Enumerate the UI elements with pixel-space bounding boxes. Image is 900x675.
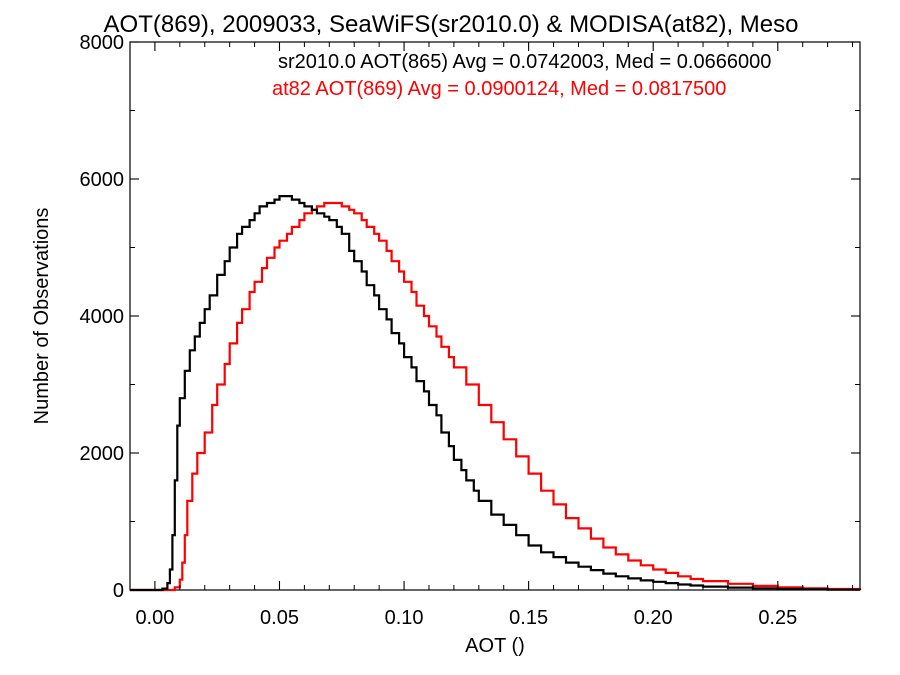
y-tick-label: 6000 <box>80 169 125 191</box>
y-tick-label: 0 <box>113 580 124 602</box>
legend-entry: at82 AOT(869) Avg = 0.0900124, Med = 0.0… <box>272 78 726 100</box>
y-axis-label: Number of Observations <box>31 208 53 425</box>
ticks-layer: 0.00 0.05 0.10 0.15 0.20 0.25 0 2000 4000 6000 800… <box>80 32 860 629</box>
y-tick-label: 8000 <box>80 32 125 54</box>
chart-title: AOT(869), 2009033, SeaWiFS(sr2010.0) & M… <box>104 11 799 38</box>
x-tick-label: 0.20 <box>634 607 673 629</box>
x-axis-label: AOT () <box>465 635 525 657</box>
y-tick-label: 4000 <box>80 306 125 328</box>
series-line-sr2010 <box>130 195 862 592</box>
y-tick-label: 2000 <box>80 443 125 465</box>
plot-frame <box>129 41 861 591</box>
x-tick-label: 0.05 <box>260 607 299 629</box>
series-line-at82 <box>130 201 862 592</box>
x-tick-label: 0.10 <box>385 607 424 629</box>
x-tick-label: 0.00 <box>135 607 174 629</box>
x-tick-label: 0.15 <box>509 607 548 629</box>
legend-layer: sr2010.0 AOT(865) Avg = 0.0742003, Med =… <box>272 51 771 100</box>
series-layer <box>130 195 862 592</box>
x-tick-label: 0.25 <box>758 607 797 629</box>
legend-entry: sr2010.0 AOT(865) Avg = 0.0742003, Med =… <box>278 51 771 73</box>
